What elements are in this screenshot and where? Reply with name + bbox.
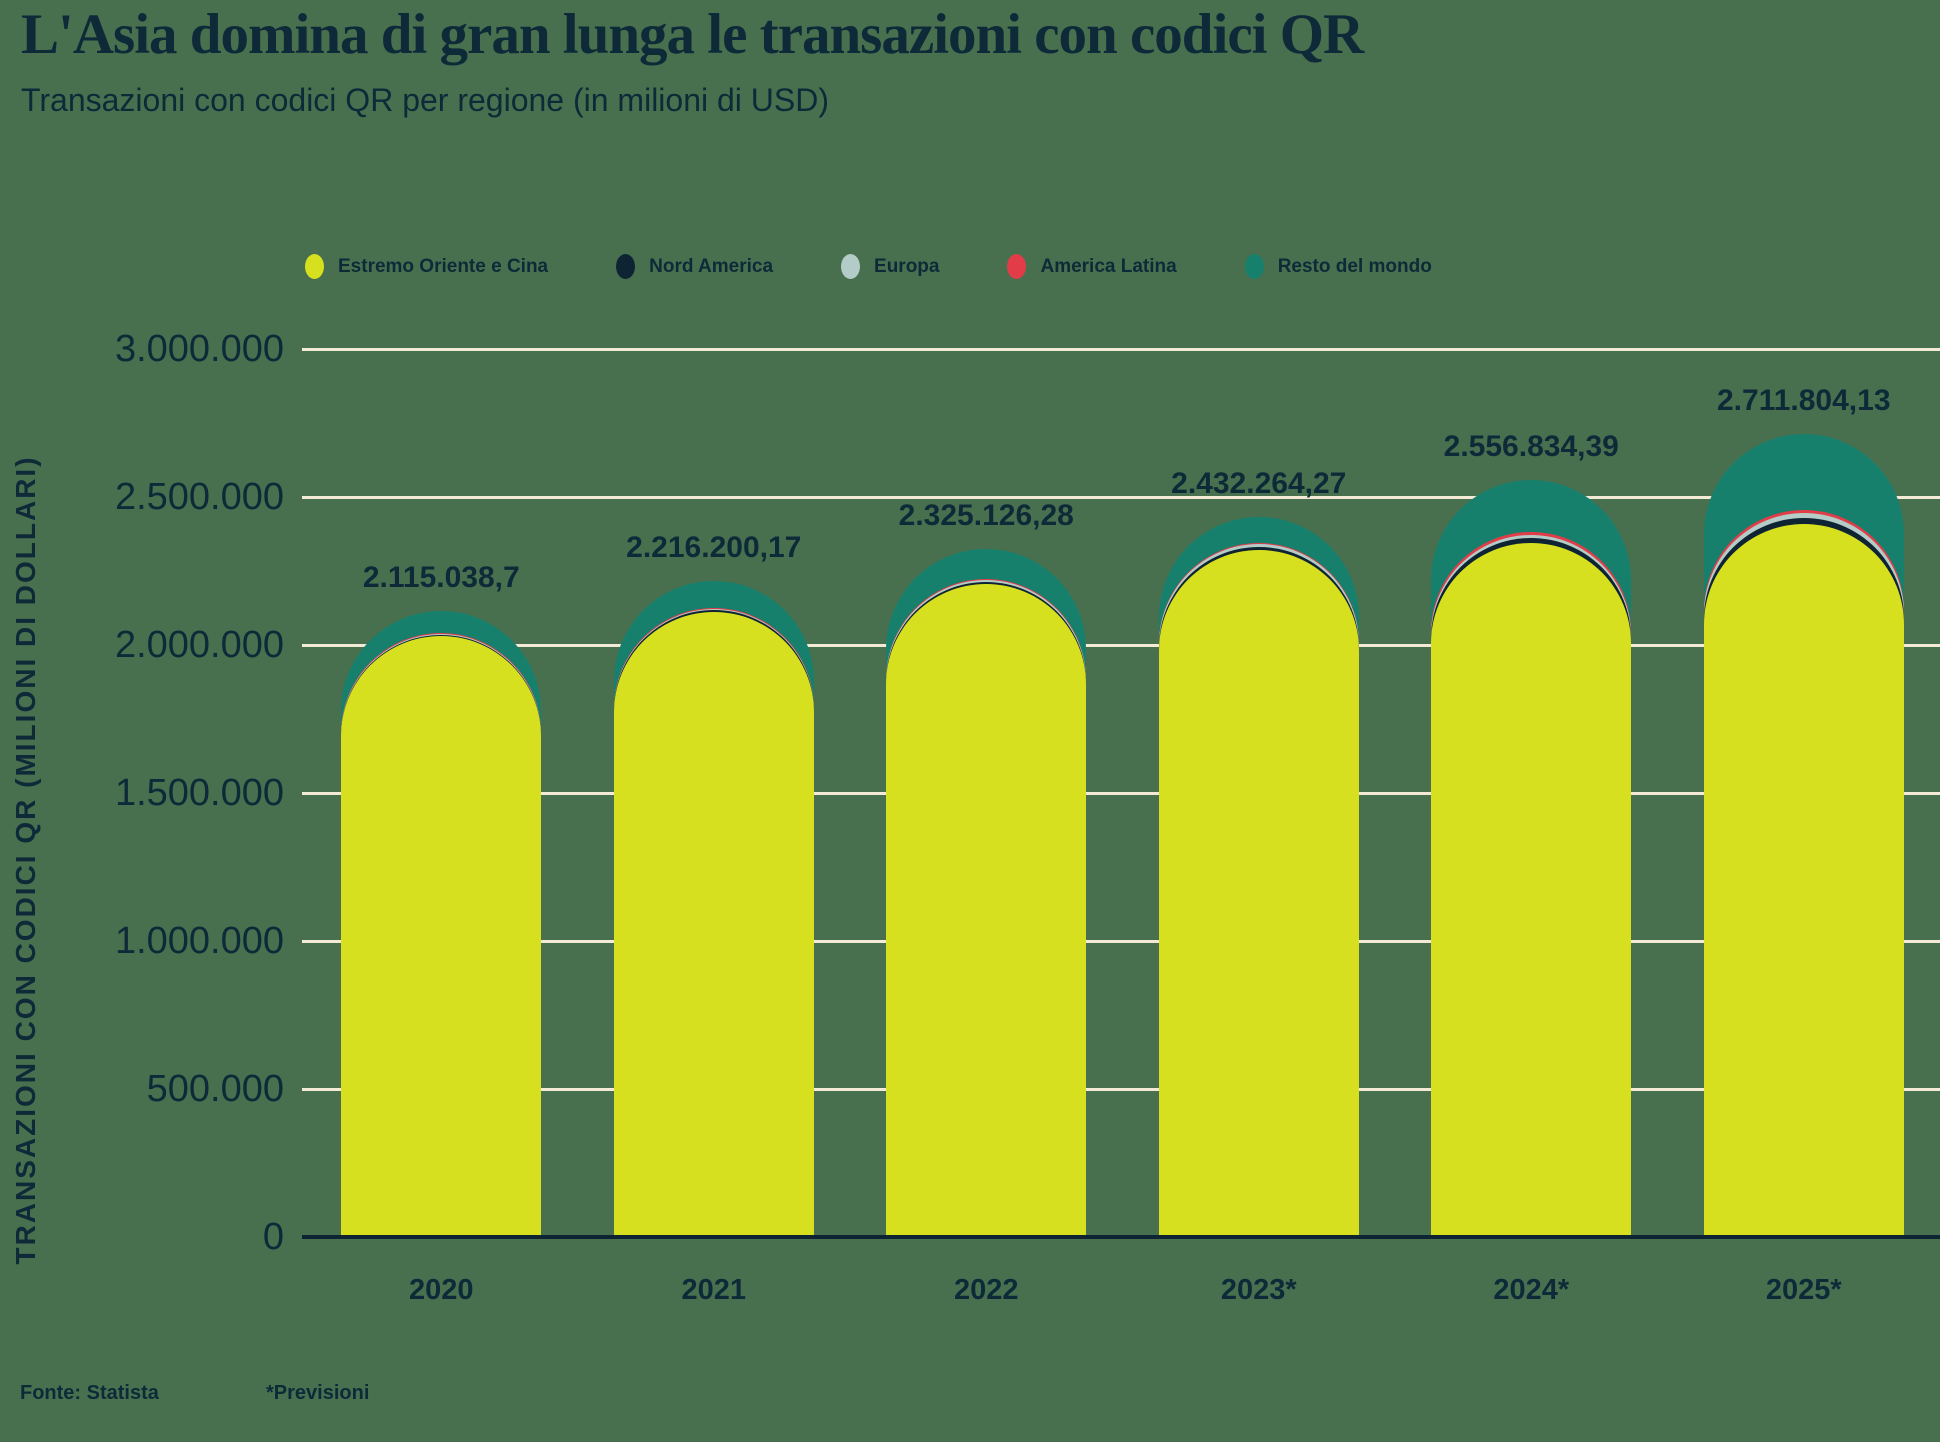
gridline xyxy=(302,939,1940,943)
bar-segment-estremo-oriente-e-cina xyxy=(341,636,542,1237)
y-tick-label: 1.500.000 xyxy=(114,772,284,814)
bar-segment-estremo-oriente-e-cina xyxy=(1158,550,1359,1237)
bar-total-label: 2.115.038,7 xyxy=(362,560,520,594)
legend-dot-icon xyxy=(1007,254,1027,279)
legend-dot-icon xyxy=(305,254,324,279)
legend-dot-icon xyxy=(841,254,861,279)
legend-item: Europa xyxy=(841,254,939,279)
bar-column: 2.432.264,27 2023* xyxy=(1123,349,1396,1306)
bar-column: 2.216.200,17 2021 xyxy=(578,349,851,1306)
gridline xyxy=(302,347,1940,351)
x-tick-label: 2022 xyxy=(953,1274,1019,1306)
bar-column: 2.556.834,39 2024* xyxy=(1395,349,1668,1306)
gridline xyxy=(302,643,1940,647)
bar-total-label: 2.432.264,27 xyxy=(1171,467,1347,501)
legend-label: Resto del mondo xyxy=(1277,255,1432,277)
bar-column: 2.711.804,13 2025* xyxy=(1668,349,1940,1306)
legend-item: Resto del mondo xyxy=(1244,254,1432,279)
y-tick-label: 500.000 xyxy=(146,1068,284,1110)
x-tick-label: 2020 xyxy=(408,1274,474,1306)
bar-segment-estremo-oriente-e-cina xyxy=(613,612,814,1237)
y-tick-label: 2.500.000 xyxy=(114,476,284,518)
legend: Estremo Oriente e Cina Nord America Europa… xyxy=(305,254,1432,279)
legend-item: Estremo Oriente e Cina xyxy=(305,254,548,279)
plot-area: 2.115.038,7 2020 2.216.200,17 2021 2.325.126… xyxy=(0,328,1940,1306)
chart-subtitle: Transazioni con codici QR per regione (i… xyxy=(21,82,830,118)
legend-dot-icon xyxy=(616,254,636,279)
source-note: Fonte: Statista xyxy=(20,1382,159,1404)
y-tick-label: 0 xyxy=(262,1216,284,1258)
y-tick-label: 3.000.000 xyxy=(114,328,284,370)
x-tick-label: 2024* xyxy=(1493,1274,1570,1306)
legend-item: America Latina xyxy=(1007,254,1177,279)
legend-label: Estremo Oriente e Cina xyxy=(338,255,549,277)
y-tick-label: 1.000.000 xyxy=(114,920,284,962)
legend-label: Nord America xyxy=(649,255,774,277)
bar-segment-estremo-oriente-e-cina xyxy=(1431,542,1632,1237)
x-tick-label: 2023* xyxy=(1220,1274,1297,1306)
x-tick-label: 2025* xyxy=(1765,1274,1842,1306)
bar-total-label: 2.711.804,13 xyxy=(1716,384,1891,418)
gridline xyxy=(302,1087,1940,1091)
x-tick-label: 2021 xyxy=(681,1274,746,1306)
legend-item: Nord America xyxy=(616,254,773,279)
y-tick-label: 2.000.000 xyxy=(114,624,284,666)
chart-title: L'Asia domina di gran lunga le transazio… xyxy=(21,3,1364,66)
legend-label: America Latina xyxy=(1040,255,1177,277)
bar-total-label: 2.216.200,17 xyxy=(626,531,802,565)
bars-container: 2.115.038,7 2020 2.216.200,17 2021 2.325.126… xyxy=(305,349,1940,1306)
bar-total-label: 2.556.834,39 xyxy=(1443,430,1619,464)
bar-column: 2.115.038,7 2020 xyxy=(305,349,578,1306)
forecast-note: *Previsioni xyxy=(266,1382,370,1404)
bar-segment-estremo-oriente-e-cina xyxy=(1703,523,1904,1237)
x-axis-line xyxy=(302,1235,1940,1239)
bar-column: 2.325.126,28 2022 xyxy=(850,349,1123,1306)
gridline xyxy=(302,791,1940,795)
bar-segment-estremo-oriente-e-cina xyxy=(886,584,1087,1237)
legend-dot-icon xyxy=(1244,254,1264,279)
gridline xyxy=(302,495,1940,499)
legend-label: Europa xyxy=(874,255,940,277)
bar-total-label: 2.325.126,28 xyxy=(898,498,1074,532)
